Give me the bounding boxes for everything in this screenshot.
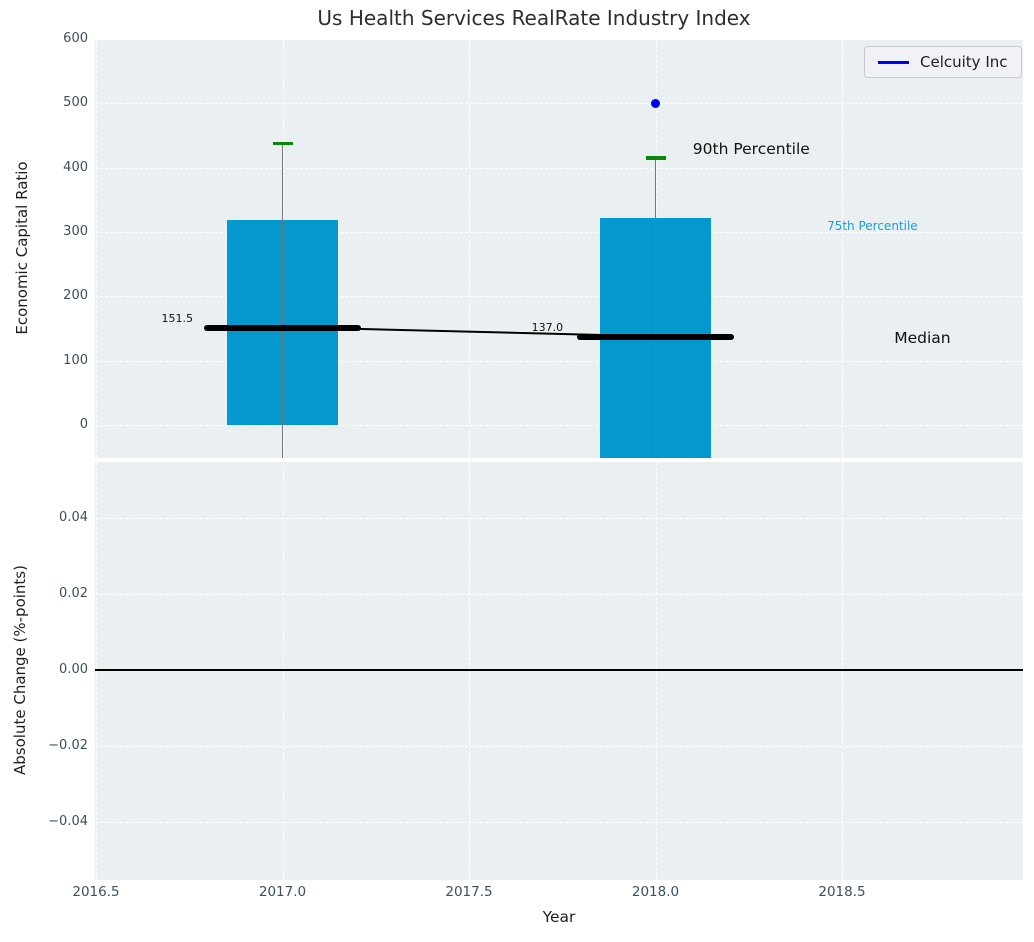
gridline-horizontal [95,822,1023,823]
y-tick-label: 0.00 [59,662,88,677]
bottom-y-axis-label: Absolute Change (%-points) [11,565,29,775]
y-tick-label: 600 [63,31,88,46]
gridline-horizontal [95,167,1023,169]
p90-cap-2018 [645,156,666,160]
x-tick-label: 2017.0 [258,884,307,900]
y-tick-label: 200 [63,288,88,304]
celcuity-data-point [651,99,660,109]
median-line-2017 [204,324,361,331]
annotation-median-2017-value: 151.5 [161,311,193,325]
y-tick-label: 500 [63,95,88,111]
y-tick-label: 300 [63,224,88,239]
gridline-horizontal [95,232,1023,233]
x-tick-label: 2017.5 [445,884,493,900]
whisker-2018 [654,158,657,458]
bottom-panel [95,462,1023,880]
gridline-vertical [655,462,657,880]
legend: Celcuity Inc [864,46,1022,78]
annotation-median-label: Median [894,328,951,347]
annotation-median-2018-value: 137.0 [531,320,564,334]
y-tick-label: 0.02 [59,586,88,601]
gridline-vertical [282,462,284,880]
median-line-2018 [577,333,734,340]
annotation-75th-percentile-label: 75th Percentile [827,218,918,233]
gridline-vertical [469,462,470,880]
y-tick-label: −0.02 [48,738,88,753]
y-tick-label: 0 [79,417,88,432]
annotation-90th-percentile-label: 90th Percentile [692,139,810,158]
x-tick-label: 2018.0 [631,884,680,900]
gridline-vertical [96,40,97,458]
gridline-vertical [96,462,97,880]
x-tick-label: 2016.5 [72,884,120,900]
p90-cap-2017 [272,141,293,145]
legend-label: Celcuity Inc [920,53,1008,71]
whisker-2017 [281,143,284,458]
gridline-vertical [842,462,843,880]
y-tick-label: 100 [63,352,88,368]
gridline-horizontal [95,746,1023,747]
gridline-horizontal [95,103,1023,105]
y-tick-label: 0.04 [59,510,88,525]
gridline-horizontal [95,296,1023,298]
gridline-horizontal [95,360,1023,362]
x-axis-label: Year [542,908,576,926]
top-panel [95,40,1023,458]
legend-line-icon [878,60,909,64]
y-tick-label: −0.04 [48,814,88,829]
gridline-vertical [842,40,843,458]
top-y-axis-label: Economic Capital Ratio [13,161,31,335]
x-tick-label: 2018.5 [818,884,866,900]
chart-title: Us Health Services RealRate Industry Ind… [317,6,751,30]
gridline-horizontal [95,518,1023,519]
gridline-horizontal [95,425,1023,426]
zero-reference-line [95,669,1023,671]
gridline-vertical [469,40,470,458]
gridline-horizontal [95,594,1023,595]
y-tick-label: 400 [63,159,88,175]
